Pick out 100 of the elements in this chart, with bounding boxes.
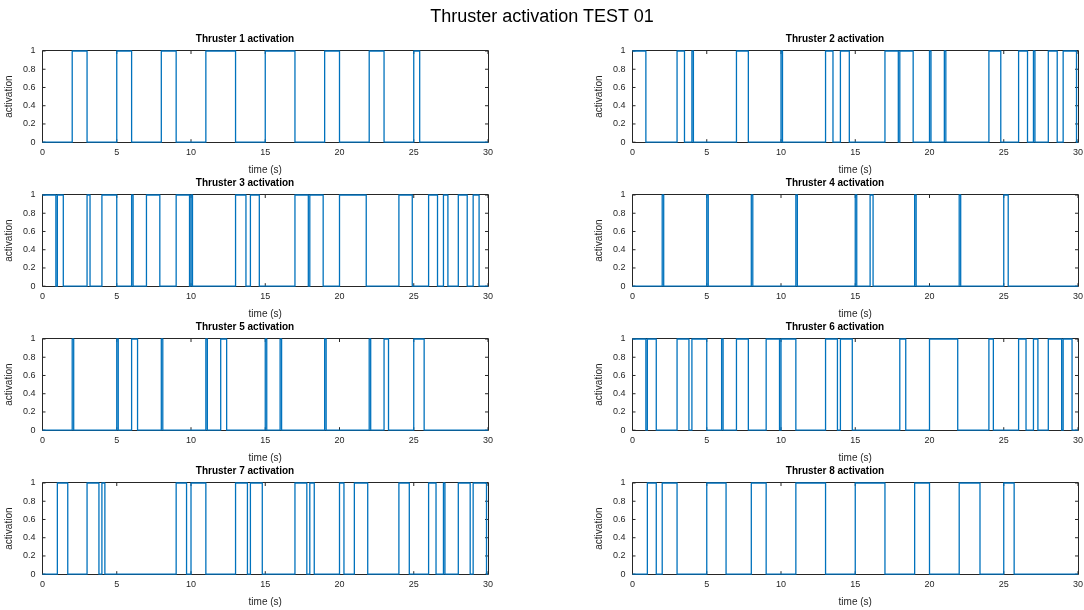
x-tick-label: 10 bbox=[186, 147, 197, 158]
y-tick-label: 0.6 bbox=[613, 225, 626, 236]
y-tick-label: 0 bbox=[30, 424, 36, 435]
x-tick-label: 0 bbox=[630, 435, 636, 446]
y-tick-label: 0.2 bbox=[613, 118, 626, 129]
x-tick-label: 5 bbox=[114, 435, 120, 446]
x-tick-label: 30 bbox=[482, 579, 494, 590]
x-tick-label: 15 bbox=[850, 291, 861, 302]
y-tick-label: 0.2 bbox=[613, 406, 626, 417]
y-tick-label: 0.4 bbox=[613, 244, 626, 255]
y-tick-label: 0 bbox=[620, 280, 626, 291]
x-tick-label: 15 bbox=[260, 291, 271, 302]
x-tick-label: 0 bbox=[630, 291, 636, 302]
x-tick-label: 20 bbox=[334, 291, 345, 302]
chart-title: Thruster 8 activation bbox=[785, 464, 885, 476]
y-tick-label: 0.2 bbox=[23, 262, 36, 273]
x-tick-label: 10 bbox=[776, 291, 787, 302]
y-tick-label: 0.4 bbox=[23, 388, 36, 399]
x-tick-label: 5 bbox=[704, 147, 710, 158]
chart-title: Thruster 3 activation bbox=[195, 176, 295, 188]
x-tick-label: 25 bbox=[408, 291, 419, 302]
x-tick-label: 30 bbox=[482, 147, 494, 158]
x-tick-label: 10 bbox=[776, 435, 787, 446]
y-tick-label: 1 bbox=[30, 45, 36, 56]
y-tick-label: 0.8 bbox=[23, 63, 36, 74]
y-tick-label: 0.6 bbox=[613, 369, 626, 380]
x-tick-label: 20 bbox=[924, 291, 935, 302]
x-axis-title: time (s) bbox=[838, 451, 872, 463]
y-tick-label: 0 bbox=[620, 424, 626, 435]
y-tick-label: 1 bbox=[620, 45, 626, 56]
y-axis-title: activation bbox=[592, 507, 604, 550]
y-tick-label: 1 bbox=[620, 477, 626, 488]
x-tick-label: 25 bbox=[998, 435, 1009, 446]
y-tick-label: 1 bbox=[30, 189, 36, 200]
x-tick-label: 5 bbox=[114, 579, 120, 590]
x-tick-label: 5 bbox=[114, 147, 120, 158]
x-tick-label: 5 bbox=[704, 291, 710, 302]
y-axis-title: activation bbox=[592, 219, 604, 262]
x-axis-title: time (s) bbox=[838, 307, 872, 319]
x-axis-title: time (s) bbox=[838, 163, 872, 175]
y-tick-label: 1 bbox=[620, 189, 626, 200]
y-tick-label: 0 bbox=[620, 136, 626, 147]
y-tick-label: 0.2 bbox=[23, 118, 36, 129]
x-tick-label: 5 bbox=[704, 435, 710, 446]
y-tick-label: 0.6 bbox=[23, 513, 36, 524]
x-tick-label: 10 bbox=[186, 291, 197, 302]
y-tick-label: 0.8 bbox=[23, 207, 36, 218]
y-tick-label: 0.8 bbox=[23, 351, 36, 362]
y-tick-label: 0.8 bbox=[613, 63, 626, 74]
y-tick-label: 0.2 bbox=[613, 550, 626, 561]
y-tick-label: 0.8 bbox=[23, 495, 36, 506]
x-tick-label: 25 bbox=[998, 291, 1009, 302]
y-axis-title: activation bbox=[2, 75, 14, 118]
y-tick-label: 1 bbox=[30, 477, 36, 488]
x-tick-label: 20 bbox=[334, 435, 345, 446]
x-tick-label: 15 bbox=[260, 435, 271, 446]
x-tick-label: 15 bbox=[850, 435, 861, 446]
y-axis-title: activation bbox=[2, 507, 14, 550]
x-tick-label: 30 bbox=[1072, 435, 1084, 446]
y-tick-label: 0.6 bbox=[23, 81, 36, 92]
y-tick-label: 0.4 bbox=[23, 100, 36, 111]
y-tick-label: 1 bbox=[30, 333, 36, 344]
x-tick-label: 15 bbox=[260, 147, 271, 158]
x-tick-label: 20 bbox=[334, 147, 345, 158]
y-axis-title: activation bbox=[2, 363, 14, 406]
x-tick-label: 25 bbox=[408, 579, 419, 590]
y-tick-label: 0.6 bbox=[23, 369, 36, 380]
x-tick-label: 30 bbox=[482, 435, 494, 446]
y-tick-label: 1 bbox=[620, 333, 626, 344]
x-tick-label: 0 bbox=[40, 291, 46, 302]
y-tick-label: 0.2 bbox=[613, 262, 626, 273]
x-axis-title: time (s) bbox=[248, 595, 282, 607]
x-axis-title: time (s) bbox=[248, 451, 282, 463]
chart-title: Thruster 6 activation bbox=[785, 320, 885, 332]
chart-title: Thruster 4 activation bbox=[785, 176, 885, 188]
x-tick-label: 25 bbox=[998, 147, 1009, 158]
chart-title: Thruster 2 activation bbox=[785, 32, 885, 44]
x-tick-label: 25 bbox=[998, 579, 1009, 590]
x-tick-label: 30 bbox=[1072, 291, 1084, 302]
x-tick-label: 10 bbox=[186, 579, 197, 590]
x-tick-label: 10 bbox=[776, 147, 787, 158]
x-tick-label: 0 bbox=[40, 147, 46, 158]
y-tick-label: 0.6 bbox=[23, 225, 36, 236]
y-axis-title: activation bbox=[592, 363, 604, 406]
x-tick-label: 0 bbox=[630, 579, 636, 590]
y-axis-title: activation bbox=[592, 75, 604, 118]
x-tick-label: 30 bbox=[1072, 579, 1084, 590]
chart-title: Thruster 7 activation bbox=[195, 464, 295, 476]
y-tick-label: 0.4 bbox=[23, 244, 36, 255]
x-tick-label: 0 bbox=[40, 435, 46, 446]
text: Thruster activation TEST 01 bbox=[429, 6, 655, 27]
x-tick-label: 0 bbox=[40, 579, 46, 590]
x-tick-label: 15 bbox=[850, 579, 861, 590]
y-tick-label: 0.8 bbox=[613, 207, 626, 218]
x-tick-label: 10 bbox=[776, 579, 787, 590]
x-axis-title: time (s) bbox=[248, 307, 282, 319]
y-tick-label: 0.6 bbox=[613, 513, 626, 524]
x-tick-label: 20 bbox=[924, 147, 935, 158]
y-tick-label: 0 bbox=[30, 568, 36, 579]
x-tick-label: 15 bbox=[260, 579, 271, 590]
